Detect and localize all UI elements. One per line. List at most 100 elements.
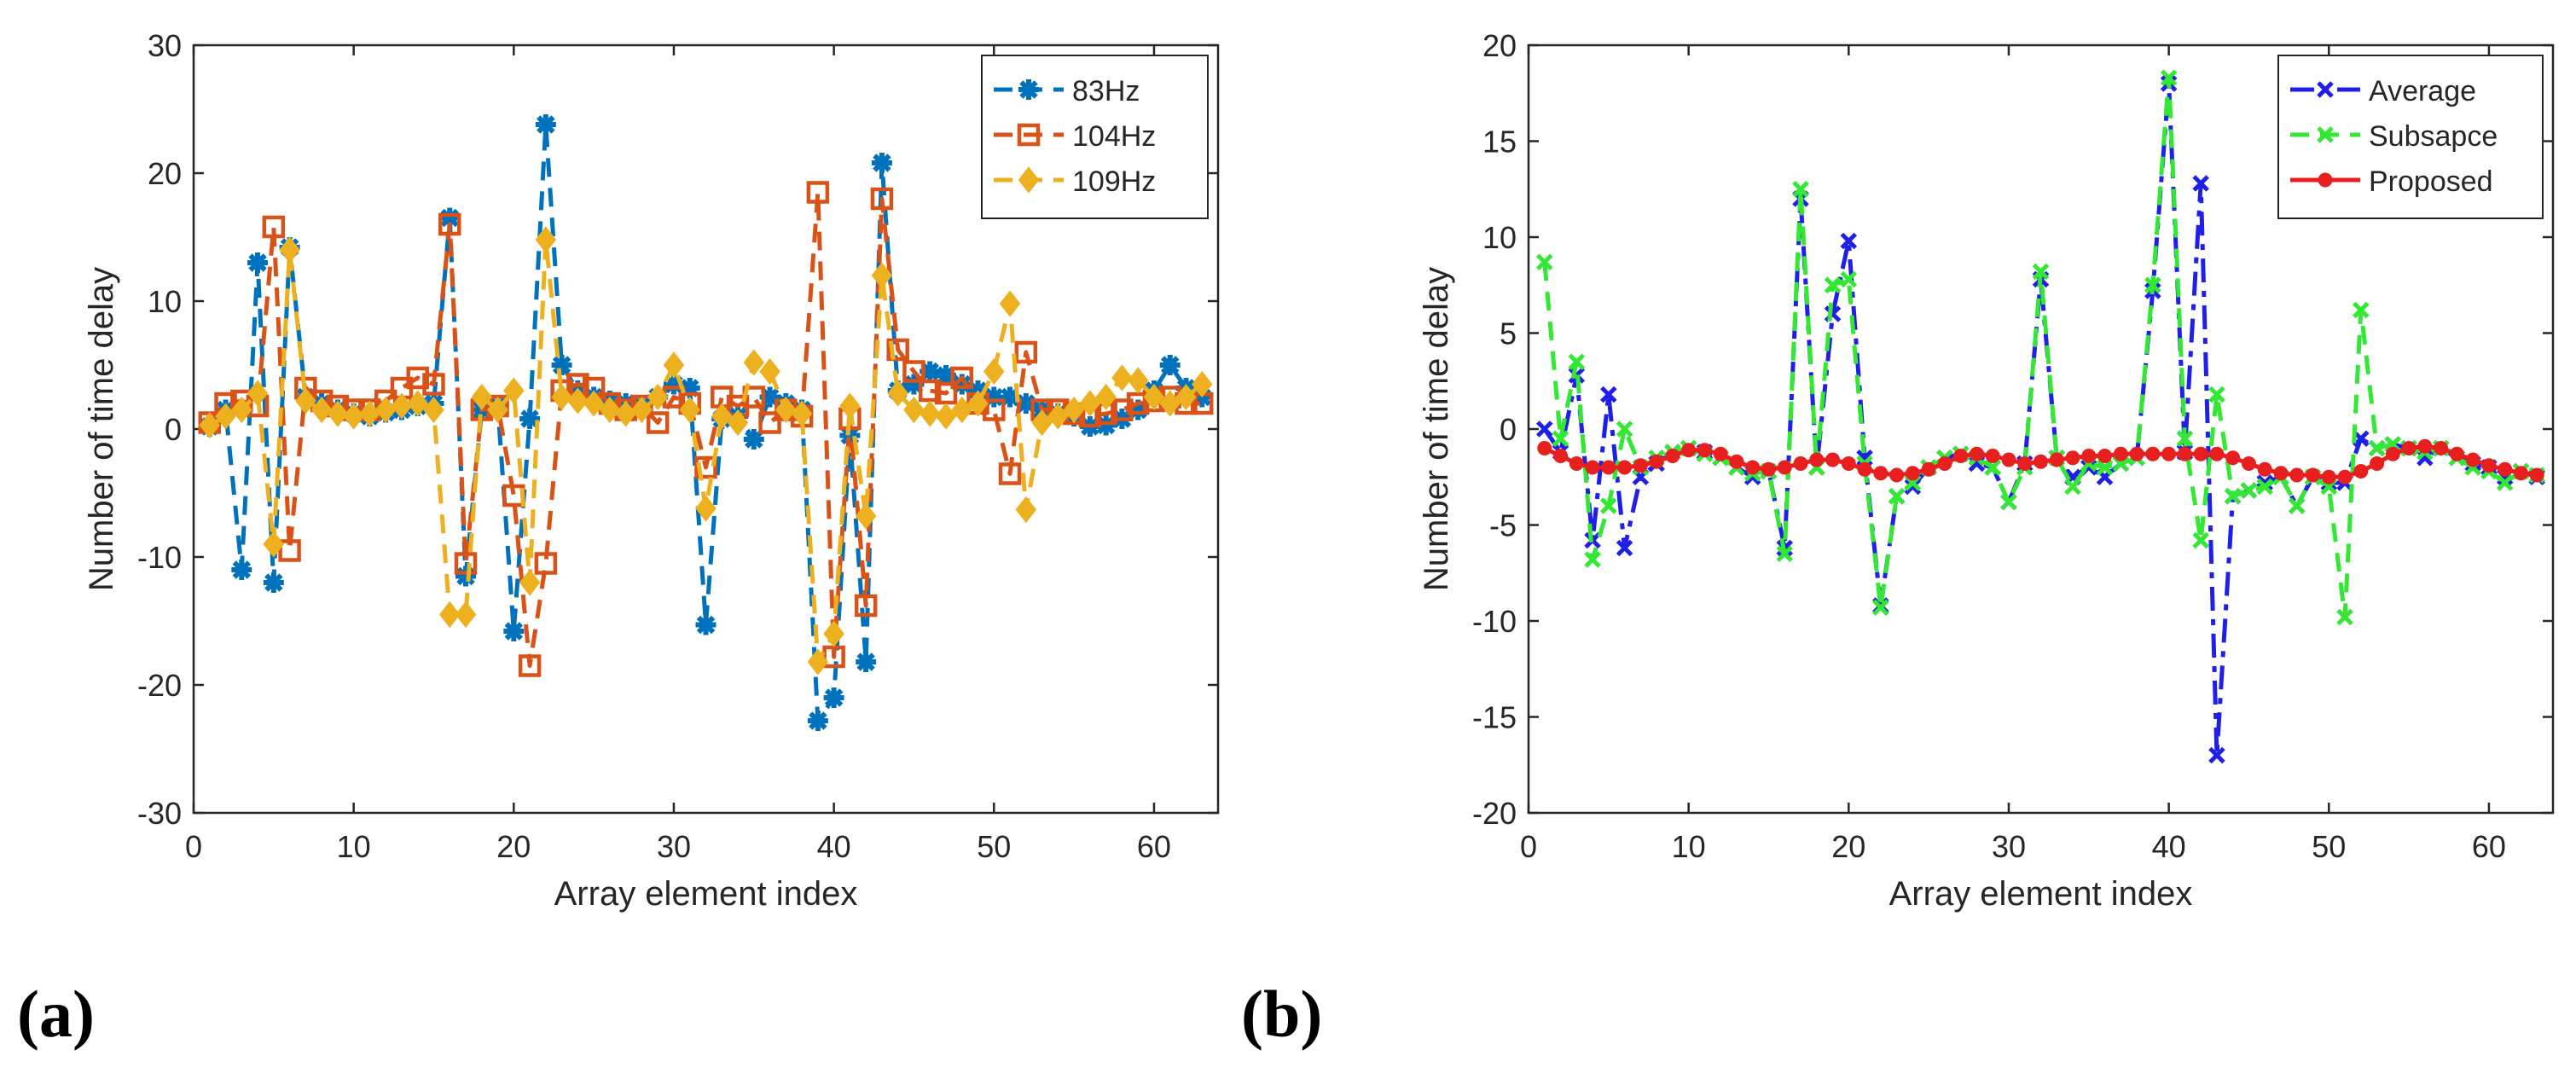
data-point — [454, 552, 478, 575]
data-point — [1600, 386, 1617, 403]
y-tick-label: -15 — [1472, 700, 1517, 735]
data-point — [518, 654, 542, 677]
data-point — [1857, 461, 1872, 477]
data-point — [983, 398, 1006, 421]
x-tick-label: 30 — [657, 829, 691, 864]
x-axis-label: Array element index — [554, 875, 858, 913]
data-point — [695, 495, 717, 522]
panel-label: (a) — [17, 977, 95, 1051]
data-point — [2385, 446, 2400, 461]
data-point — [2097, 449, 2113, 463]
data-point — [2273, 466, 2289, 481]
legend-marker — [2317, 126, 2334, 143]
data-point — [918, 379, 942, 403]
data-point — [679, 378, 700, 398]
data-point — [407, 390, 428, 417]
data-point — [2306, 467, 2321, 483]
x-tick-label: 30 — [1992, 829, 2026, 864]
y-tick-label: 0 — [165, 412, 182, 447]
data-point — [2160, 69, 2178, 87]
x-tick-label: 50 — [977, 829, 1011, 864]
data-point — [1921, 461, 1936, 477]
data-point — [2064, 478, 2081, 496]
data-point — [951, 396, 973, 424]
data-point — [327, 400, 349, 427]
data-point — [487, 396, 508, 424]
legend-label: 83Hz — [1072, 75, 1140, 107]
data-point — [1729, 454, 1744, 469]
legend-label: Average — [2369, 75, 2476, 107]
data-point — [1841, 456, 1856, 471]
data-point — [759, 386, 780, 408]
x-tick-label: 10 — [1672, 829, 1706, 864]
data-point — [534, 552, 558, 575]
data-point — [775, 396, 797, 424]
data-point — [2176, 430, 2194, 448]
data-point — [2225, 450, 2241, 466]
data-point — [1777, 460, 1792, 475]
data-point — [551, 383, 572, 411]
x-tick-label: 0 — [185, 829, 202, 864]
y-tick-label: 15 — [1482, 125, 1517, 160]
data-point — [1111, 398, 1134, 421]
data-point — [1616, 421, 1633, 438]
data-point — [231, 396, 252, 424]
data-point — [679, 396, 701, 424]
data-point — [2017, 456, 2033, 471]
data-point — [1984, 459, 2001, 476]
data-point — [1000, 386, 1021, 408]
data-point — [406, 366, 429, 390]
data-point — [807, 711, 828, 731]
data-point — [1585, 460, 1600, 475]
data-point — [1159, 390, 1181, 417]
data-point — [2434, 441, 2449, 455]
data-point — [919, 400, 941, 427]
data-point — [1600, 497, 1617, 514]
data-point — [535, 114, 556, 135]
data-point — [871, 262, 893, 289]
y-tick-label: 20 — [148, 156, 182, 191]
series-proposed — [1537, 438, 2544, 484]
legend-marker — [2317, 81, 2334, 98]
panel-b: 0 10 20 30 40 50 60 -20 -15 -10 -5 0 5 10 15 20 Array el… — [1241, 28, 2555, 1051]
data-point — [1745, 460, 1761, 475]
data-point — [1095, 383, 1117, 411]
data-point — [263, 572, 284, 593]
data-point — [2209, 446, 2225, 461]
data-point — [2192, 531, 2209, 549]
data-point — [295, 387, 316, 415]
data-point — [1761, 461, 1776, 477]
data-point — [1584, 551, 1601, 568]
data-point — [2081, 449, 2097, 463]
data-point — [1840, 232, 1858, 250]
data-point — [2049, 452, 2064, 467]
data-point — [935, 403, 957, 430]
data-point — [1553, 449, 1569, 463]
data-point — [455, 566, 477, 587]
data-point — [1079, 390, 1101, 417]
data-point — [1127, 367, 1149, 394]
legend-entry-104hz: 104Hz — [994, 120, 1156, 153]
x-tick-label: 20 — [496, 829, 531, 864]
data-point — [343, 403, 364, 430]
data-point — [2417, 438, 2433, 454]
data-point — [310, 396, 333, 424]
data-point — [519, 409, 541, 429]
data-point — [1536, 253, 1553, 271]
data-point — [807, 648, 829, 676]
data-point — [2034, 454, 2048, 469]
data-point — [1601, 460, 1616, 475]
data-point — [1904, 478, 1922, 496]
data-point — [1191, 370, 1213, 398]
x-axis-label: Array element index — [1889, 875, 2193, 913]
data-point — [806, 181, 830, 204]
data-point — [1888, 487, 1906, 505]
data-point — [2465, 452, 2480, 467]
data-point — [199, 411, 221, 439]
data-point — [1031, 409, 1053, 437]
data-point — [694, 455, 717, 479]
data-point — [2208, 386, 2225, 403]
data-point — [262, 215, 286, 239]
x-tick-label: 10 — [337, 829, 371, 864]
data-point — [983, 357, 1005, 386]
